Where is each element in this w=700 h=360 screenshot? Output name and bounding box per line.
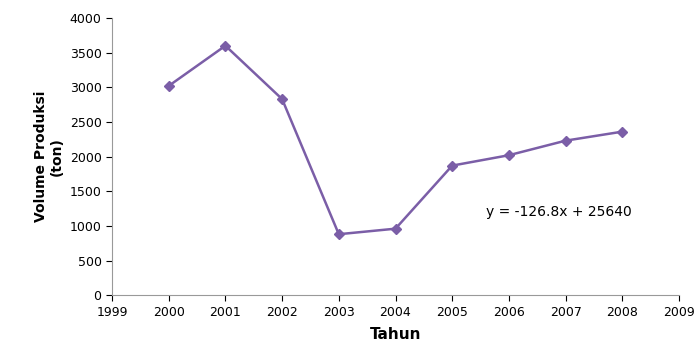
X-axis label: Tahun: Tahun [370,327,421,342]
Text: y = -126.8x + 25640: y = -126.8x + 25640 [486,205,632,219]
Y-axis label: Volume Produksi
(ton): Volume Produksi (ton) [34,91,64,222]
